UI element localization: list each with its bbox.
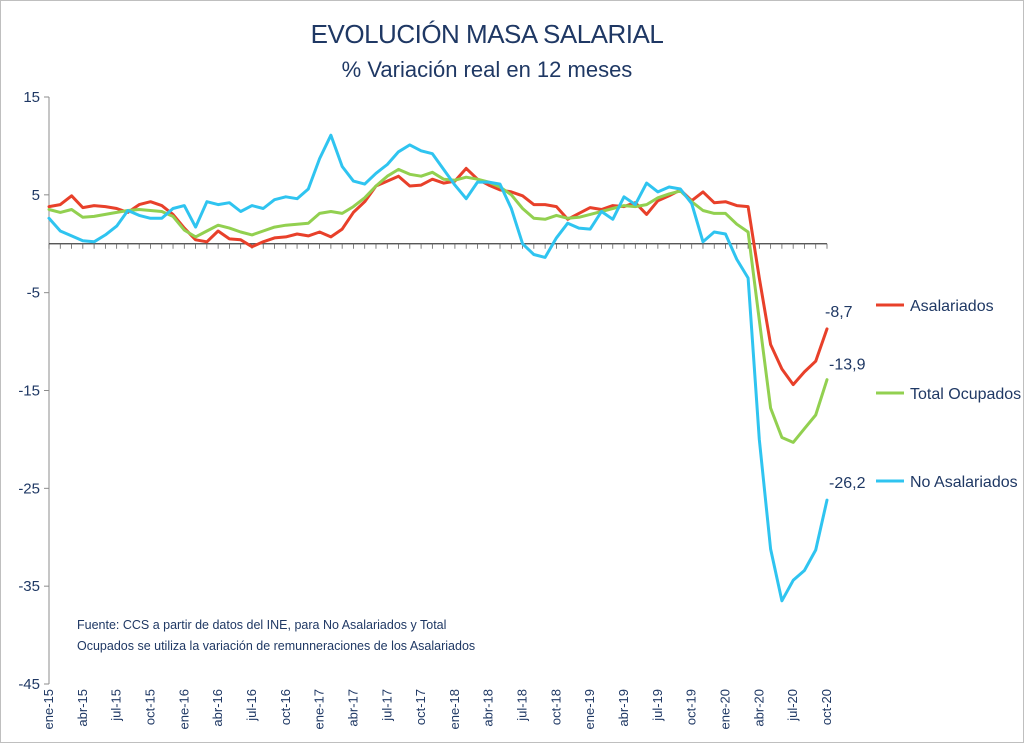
source-note: Fuente: CCS a partir de datos del INE, p… xyxy=(77,618,476,653)
y-tick-label: -25 xyxy=(18,480,40,497)
axes xyxy=(48,97,827,684)
y-tick-label: 5 xyxy=(32,187,40,204)
x-tick-label: abr-20 xyxy=(751,689,766,727)
legend-label: Total Ocupados xyxy=(910,386,1021,403)
x-tick-label: ene-19 xyxy=(582,689,597,729)
x-tick-label: ene-20 xyxy=(718,689,733,729)
series-line-asalariados xyxy=(47,166,829,387)
x-tick-label: abr-17 xyxy=(345,689,360,727)
x-tick-label: oct-19 xyxy=(684,689,699,725)
x-tick-label: jul-19 xyxy=(650,689,665,722)
x-tick-label: ene-16 xyxy=(176,689,191,729)
y-axis-ticks: 15 5 -5 -15 -25 -35 -45 xyxy=(18,89,49,693)
x-tick-label: abr-19 xyxy=(616,689,631,727)
y-tick-label: -15 xyxy=(18,383,40,400)
x-tick-label: abr-16 xyxy=(210,689,225,727)
y-tick-label: -35 xyxy=(18,578,40,595)
x-tick-label: oct-17 xyxy=(413,689,428,725)
x-tick-label: jul-20 xyxy=(785,689,800,722)
x-tick-label: jul-17 xyxy=(379,689,394,722)
legend: Asalariados Total Ocupados No Asalariados xyxy=(876,298,1021,491)
x-tick-label: ene-18 xyxy=(447,689,462,729)
legend-label: Asalariados xyxy=(910,298,994,315)
end-value-label: -13,9 xyxy=(829,357,866,374)
end-value-label: -8,7 xyxy=(825,304,853,321)
y-tick-label: -5 xyxy=(27,285,40,302)
y-tick-label: 15 xyxy=(23,89,40,106)
x-tick-label: ene-17 xyxy=(312,689,327,729)
x-tick-label: ene-15 xyxy=(41,689,56,729)
chart-subtitle: % Variación real en 12 meses xyxy=(341,57,633,82)
series-end-labels: -8,7 -13,9 -26,2 xyxy=(825,304,866,492)
x-tick-label: abr-18 xyxy=(481,689,496,727)
x-tick-label: jul-18 xyxy=(515,689,530,722)
end-value-label: -26,2 xyxy=(829,475,866,492)
series-line-no-asalariados xyxy=(47,133,829,603)
x-tick-label: jul-15 xyxy=(109,689,124,722)
y-tick-label: -45 xyxy=(18,676,40,693)
legend-label: No Asalariados xyxy=(910,474,1018,491)
x-tick-label: oct-18 xyxy=(548,689,563,725)
series-line-total-ocupados xyxy=(47,167,829,444)
x-tick-label: oct-15 xyxy=(142,689,157,725)
series-lines xyxy=(47,133,829,603)
x-tick-label: oct-20 xyxy=(819,689,834,725)
chart-title: EVOLUCIÓN MASA SALARIAL xyxy=(310,19,664,49)
x-tick-label: oct-16 xyxy=(278,689,293,725)
x-tick-label: abr-15 xyxy=(75,689,90,727)
x-tick-label: jul-16 xyxy=(244,689,259,722)
x-axis-ticks: ene-15 abr-15 jul-15 oct-15 ene-16 abr-16 jul-… xyxy=(41,243,834,729)
